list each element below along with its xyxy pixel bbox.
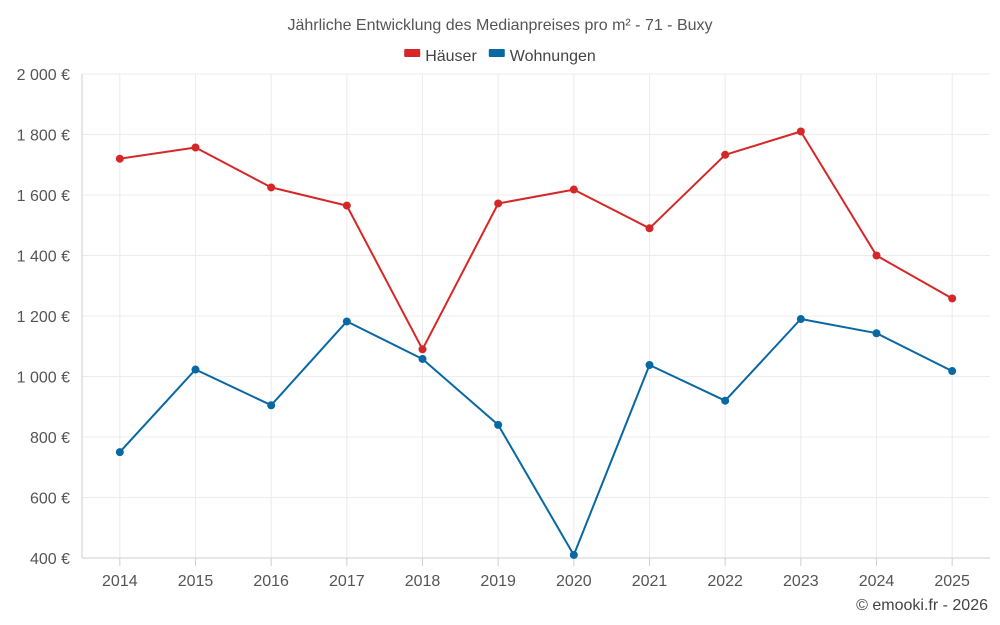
series-wohnungen: [115, 315, 957, 559]
data-point-haeuser[interactable]: [948, 294, 957, 303]
data-point-wohnungen[interactable]: [342, 317, 351, 326]
data-point-wohnungen[interactable]: [494, 420, 503, 429]
grid: [82, 73, 990, 558]
x-tick-label: 2024: [859, 573, 895, 590]
y-tick-label: 1 000 €: [17, 370, 70, 387]
axes: 400 € 600 € 800 € 1 000 € 1 200 € 1 400 € 1 60…: [17, 67, 990, 590]
data-point-wohnungen[interactable]: [948, 367, 957, 376]
data-point-haeuser[interactable]: [267, 183, 276, 192]
data-point-haeuser[interactable]: [115, 154, 124, 163]
chart-title: Jährliche Entwicklung des Medianpreises …: [287, 17, 712, 34]
legend-item-haeuser[interactable]: Häuser: [404, 48, 477, 65]
legend: Häuser Wohnungen: [404, 48, 596, 65]
data-point-wohnungen[interactable]: [721, 396, 730, 405]
legend-label: Häuser: [425, 48, 477, 65]
x-tick-label: 2019: [480, 573, 516, 590]
data-point-haeuser[interactable]: [645, 224, 654, 233]
x-tick-label: 2017: [329, 573, 365, 590]
series-line-wohnungen: [119, 318, 953, 556]
data-point-haeuser[interactable]: [418, 345, 427, 354]
series-layer: [115, 127, 957, 559]
y-tick-label: 600 €: [30, 491, 70, 508]
legend-swatch: [404, 49, 421, 57]
y-tick-label: 2 000 €: [17, 67, 70, 84]
x-tick-label: 2021: [632, 573, 668, 590]
y-tick-label: 400 €: [30, 551, 70, 568]
y-tick-label: 1 400 €: [17, 249, 70, 266]
legend-label: Wohnungen: [510, 48, 596, 65]
y-tick-label: 1 600 €: [17, 188, 70, 205]
x-tick-label: 2018: [405, 573, 441, 590]
x-tick-label: 2015: [178, 573, 214, 590]
y-tick-label: 800 €: [30, 430, 70, 447]
data-point-haeuser[interactable]: [494, 199, 503, 208]
data-point-haeuser[interactable]: [872, 251, 881, 260]
data-point-haeuser[interactable]: [796, 127, 805, 136]
x-tick-label: 2025: [934, 573, 970, 590]
data-point-wohnungen[interactable]: [191, 365, 200, 374]
data-point-wohnungen[interactable]: [267, 401, 276, 410]
x-tick-label: 2023: [783, 573, 819, 590]
series-haeuser: [115, 127, 957, 354]
y-tick-label: 1 200 €: [17, 309, 70, 326]
data-point-haeuser[interactable]: [342, 201, 351, 210]
data-point-wohnungen[interactable]: [796, 315, 805, 324]
credit-label: © emooki.fr - 2026: [856, 597, 988, 614]
data-point-wohnungen[interactable]: [418, 354, 427, 363]
x-tick-label: 2016: [253, 573, 289, 590]
x-tick-label: 2020: [556, 573, 592, 590]
x-tick-label: 2014: [102, 573, 138, 590]
y-tick-label: 1 800 €: [17, 128, 70, 145]
data-point-haeuser[interactable]: [721, 150, 730, 159]
data-point-haeuser[interactable]: [191, 143, 200, 152]
series-line-haeuser: [119, 130, 953, 351]
x-tick-label: 2022: [707, 573, 743, 590]
data-point-wohnungen[interactable]: [569, 550, 578, 559]
legend-item-wohnungen[interactable]: Wohnungen: [488, 48, 596, 65]
data-point-wohnungen[interactable]: [645, 361, 654, 370]
data-point-wohnungen[interactable]: [872, 329, 881, 338]
data-point-wohnungen[interactable]: [115, 448, 124, 457]
data-point-haeuser[interactable]: [569, 185, 578, 194]
legend-swatch: [488, 49, 505, 57]
